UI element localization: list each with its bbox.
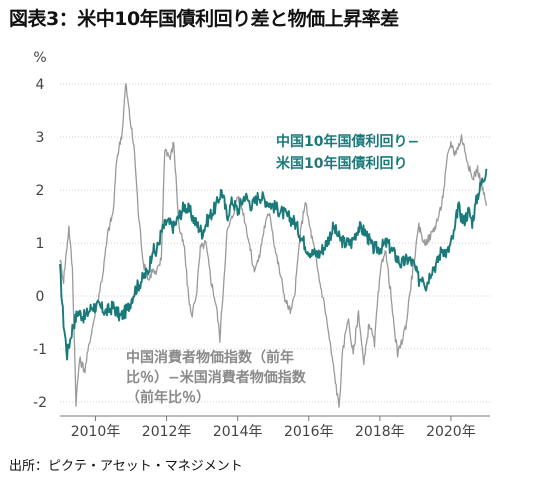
chart-title: 図表3：米中10年国債利回り差と物価上昇率差 [9,8,399,30]
y-tick-label: 0 [36,289,45,305]
y-axis-unit: % [33,50,46,66]
series-lines [59,83,488,408]
y-tick-label: 4 [36,77,45,93]
x-tick-label: 2014年 [213,424,263,440]
y-axis-ticks: 4 3 2 1 0 -1 -2 [33,77,47,411]
y-tick-label: 1 [36,236,45,252]
x-tick-label: 2020年 [426,424,476,440]
x-tick-label: 2016年 [284,424,334,440]
x-tick-label: 2018年 [355,424,405,440]
cpi-spread-label: 中国消費者物価指数（前年 [126,349,294,366]
cpi-spread-label: （前年比％） [126,389,210,406]
x-axis-ticks: 2010年 2012年 2014年 2016年 2018年 2020年 [71,416,476,440]
y-tick-label: 3 [36,130,45,146]
cpi-spread-label: 比％）−米国消費者物価指数 [126,369,307,386]
yield-spread-label: 米国10年国債利回り [276,155,407,172]
source-note: 出所：ピクテ・アセット・マネジメント [9,459,243,474]
yield-spread-line [59,168,488,361]
cpi-spread-line [59,83,488,408]
series-annotations: 中国10年国債利回り− 米国10年国債利回り中国消費者物価指数（前年比％）−米国消… [126,133,419,406]
x-tick-label: 2010年 [71,424,121,440]
x-tick-label: 2012年 [142,424,192,440]
y-tick-label: -2 [33,395,47,411]
yield-spread-label: 中国10年国債利回り− [276,133,419,150]
y-tick-label: 2 [36,183,45,199]
y-tick-label: -1 [33,342,47,358]
